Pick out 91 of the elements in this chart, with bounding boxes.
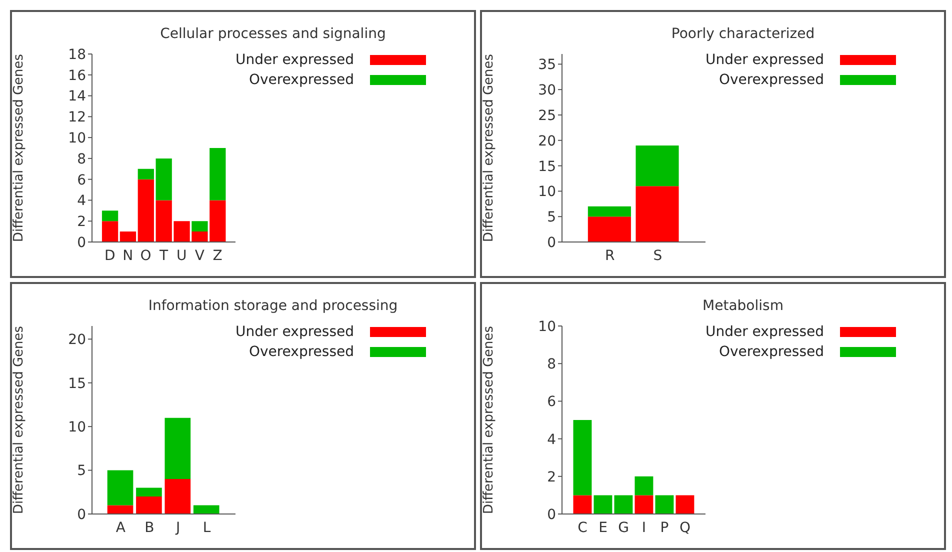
bar: [588, 206, 631, 217]
y-axis-title: Differential expressed Genes: [12, 326, 27, 514]
bar: [676, 495, 694, 514]
x-tick-label: E: [598, 520, 608, 536]
y-tick-label: 4: [77, 193, 86, 210]
x-tick-label: V: [194, 248, 205, 264]
x-tick-label: P: [660, 520, 669, 536]
y-tick-label: 10: [68, 130, 86, 147]
x-tick-label: U: [176, 248, 187, 264]
legend-label: Under expressed: [705, 52, 824, 68]
y-tick-label: 0: [77, 506, 86, 523]
bar: [634, 476, 654, 496]
bar: [614, 495, 633, 514]
bar: [136, 488, 162, 497]
legend-label: Under expressed: [235, 324, 354, 340]
y-axis-title: Differential expressed Genes: [482, 54, 497, 242]
y-axis-title: Differential expressed Genes: [482, 326, 497, 514]
text: Poorly characterized: [670, 26, 816, 42]
x-tick-label: B: [144, 520, 154, 536]
y-tick-label: 8: [547, 356, 556, 373]
x-tick-label: D: [104, 248, 116, 264]
text: Cellular processes and signaling: [159, 26, 387, 42]
y-tick-label: 20: [68, 332, 86, 348]
bar: [120, 232, 136, 242]
y-tick-label: 10: [538, 184, 556, 200]
legend-label: Overexpressed: [718, 344, 824, 360]
y-tick-label: 12: [68, 110, 86, 126]
y-tick-label: 10: [538, 318, 556, 335]
y-tick-label: 18: [68, 46, 86, 63]
text: Metabolism: [702, 298, 784, 314]
y-tick-label: 25: [538, 108, 556, 124]
y-tick-label: 0: [547, 234, 556, 251]
x-tick-label: R: [604, 248, 615, 264]
bar: [102, 221, 118, 242]
y-tick-label: 2: [547, 469, 556, 486]
bar: [164, 418, 191, 480]
legend-label: Overexpressed: [718, 72, 824, 88]
x-tick-label: C: [578, 520, 588, 536]
y-tick-label: 0: [547, 506, 556, 523]
y-tick-label: 14: [68, 88, 86, 105]
bar: [136, 496, 162, 514]
x-tick-label: Z: [212, 248, 222, 264]
legend-label: Under expressed: [705, 324, 824, 340]
bar: [636, 186, 679, 242]
bar: [156, 158, 172, 200]
y-tick-label: 6: [547, 394, 556, 410]
bar: [573, 420, 592, 496]
legend-label: Under expressed: [235, 52, 354, 68]
y-tick-label: 15: [68, 376, 86, 392]
y-tick-label: 5: [547, 210, 556, 226]
y-tick-label: 6: [77, 172, 86, 188]
bar: [594, 495, 612, 514]
x-tick-label: Q: [679, 520, 690, 536]
y-tick-label: 10: [68, 420, 86, 436]
bar: [636, 145, 679, 186]
x-tick-label: G: [618, 520, 629, 536]
bar: [138, 168, 154, 180]
x-tick-label: J: [175, 520, 180, 536]
x-tick-label: N: [122, 248, 134, 264]
legend-label: Overexpressed: [248, 344, 354, 360]
y-tick-label: 16: [68, 68, 86, 84]
bar: [193, 505, 220, 514]
bar: [588, 216, 631, 242]
x-tick-label: I: [642, 520, 646, 536]
y-tick-label: 5: [77, 463, 86, 480]
bar: [655, 495, 674, 514]
y-tick-label: 0: [77, 234, 86, 251]
x-tick-label: T: [158, 248, 168, 264]
bar: [164, 479, 191, 514]
bar: [102, 210, 118, 222]
legend-label: Overexpressed: [248, 72, 354, 88]
y-tick-label: 30: [538, 82, 556, 99]
x-tick-label: O: [140, 248, 152, 264]
text: Information storage and processing: [147, 298, 399, 314]
bar: [634, 495, 654, 514]
y-tick-label: 2: [77, 214, 86, 230]
x-tick-label: L: [202, 520, 211, 536]
bar: [573, 495, 592, 514]
x-tick-label: S: [653, 248, 662, 264]
y-tick-label: 15: [538, 158, 556, 175]
y-tick-label: 20: [538, 133, 556, 150]
bar: [210, 148, 226, 200]
bar: [138, 179, 154, 242]
x-tick-label: A: [116, 520, 126, 536]
bar: [107, 505, 134, 514]
y-tick-label: 35: [538, 57, 556, 74]
bar: [192, 221, 208, 232]
y-tick-label: 4: [547, 432, 556, 448]
y-tick-label: 8: [77, 151, 86, 168]
bar: [107, 470, 134, 506]
y-axis-title: Differential expressed Genes: [12, 54, 27, 242]
